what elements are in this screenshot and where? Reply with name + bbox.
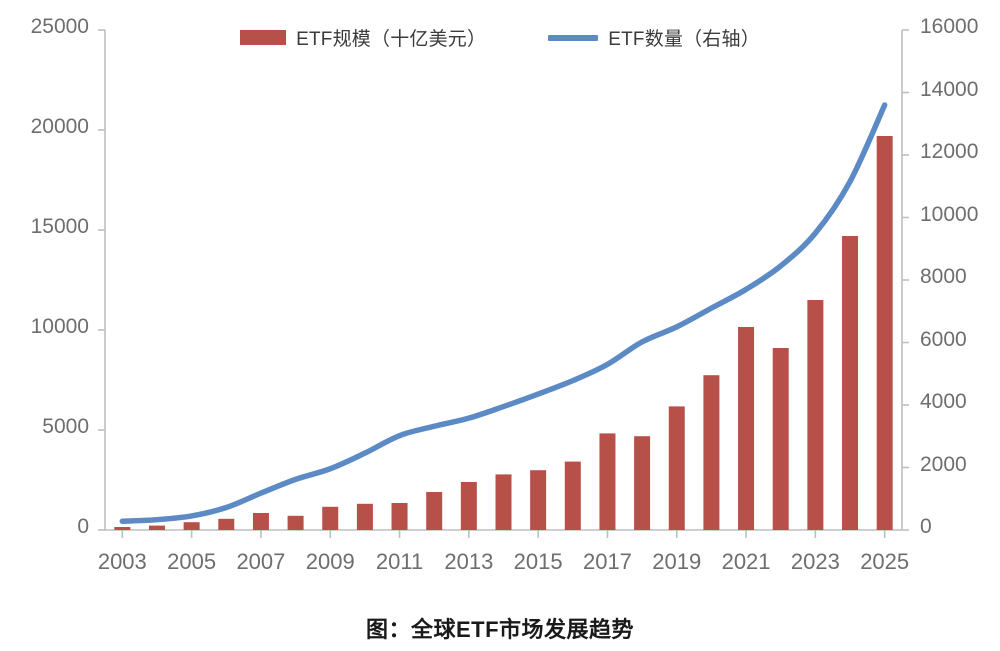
bar bbox=[322, 506, 339, 530]
bar bbox=[148, 525, 165, 530]
bar bbox=[356, 503, 373, 530]
y-axis-right-tick-label: 12000 bbox=[920, 140, 979, 163]
bar bbox=[772, 348, 789, 530]
y-axis-right-tick-label: 4000 bbox=[920, 390, 967, 413]
y-axis-left-tick-label: 15000 bbox=[30, 215, 89, 238]
bar bbox=[114, 527, 131, 530]
bar bbox=[668, 406, 685, 530]
bar bbox=[218, 518, 235, 530]
x-axis-tick-label: 2021 bbox=[721, 549, 771, 574]
bar bbox=[183, 522, 200, 530]
bar bbox=[842, 236, 859, 530]
y-axis-left-tick-label: 0 bbox=[77, 515, 89, 538]
line-series-etf-count bbox=[119, 102, 888, 524]
x-axis-tick-label: 2003 bbox=[97, 549, 147, 574]
y-axis-right-tick-label: 8000 bbox=[920, 265, 967, 288]
y-axis-right-tick-label: 14000 bbox=[920, 77, 979, 101]
bar bbox=[703, 375, 720, 530]
y-axis-left-tick-label: 5000 bbox=[42, 415, 89, 438]
bar bbox=[460, 482, 477, 530]
y-axis-right-ticks bbox=[902, 29, 909, 531]
x-axis-tick-label: 2015 bbox=[513, 549, 563, 574]
y-axis-left-tick-label: 25000 bbox=[30, 15, 89, 38]
bar bbox=[599, 433, 616, 530]
bar bbox=[876, 136, 893, 530]
y-axis-right-tick-label: 16000 bbox=[920, 15, 979, 38]
bar bbox=[495, 474, 512, 530]
x-axis-tick-label: 2019 bbox=[652, 549, 702, 574]
y-axis-right-tick-label: 0 bbox=[920, 515, 932, 538]
y-axis-left-ticks bbox=[98, 29, 105, 531]
x-axis-ticks bbox=[121, 530, 886, 538]
x-axis-tick-label: 2009 bbox=[305, 549, 355, 574]
bar bbox=[287, 515, 304, 530]
figure-caption: 图：全球ETF市场发展趋势 bbox=[365, 617, 635, 642]
x-axis-tick-label: 2005 bbox=[167, 549, 217, 574]
x-axis-tick-label: 2007 bbox=[236, 549, 286, 574]
x-axis-tick-label: 2013 bbox=[444, 549, 494, 574]
x-axis-tick-label: 2025 bbox=[860, 549, 910, 574]
bar bbox=[426, 492, 443, 530]
x-axis-tick-label: 2011 bbox=[375, 549, 424, 574]
bar bbox=[634, 436, 651, 530]
bar bbox=[391, 503, 408, 530]
y-axis-left-tick-label: 20000 bbox=[30, 115, 89, 138]
bar bbox=[252, 513, 269, 530]
y-axis-right-tick-label: 10000 bbox=[920, 202, 979, 226]
y-axis-right-tick-label: 2000 bbox=[920, 452, 967, 476]
bar bbox=[530, 470, 547, 530]
y-axis-left-tick-label: 10000 bbox=[30, 315, 89, 338]
x-axis-tick-label: 2017 bbox=[582, 549, 632, 574]
x-axis-tick-label: 2023 bbox=[790, 549, 840, 574]
bar bbox=[564, 461, 581, 530]
bar bbox=[738, 327, 755, 530]
bar-series-etf-scale bbox=[114, 136, 893, 530]
y-axis-right-tick-label: 6000 bbox=[920, 327, 967, 351]
bar bbox=[807, 300, 824, 530]
